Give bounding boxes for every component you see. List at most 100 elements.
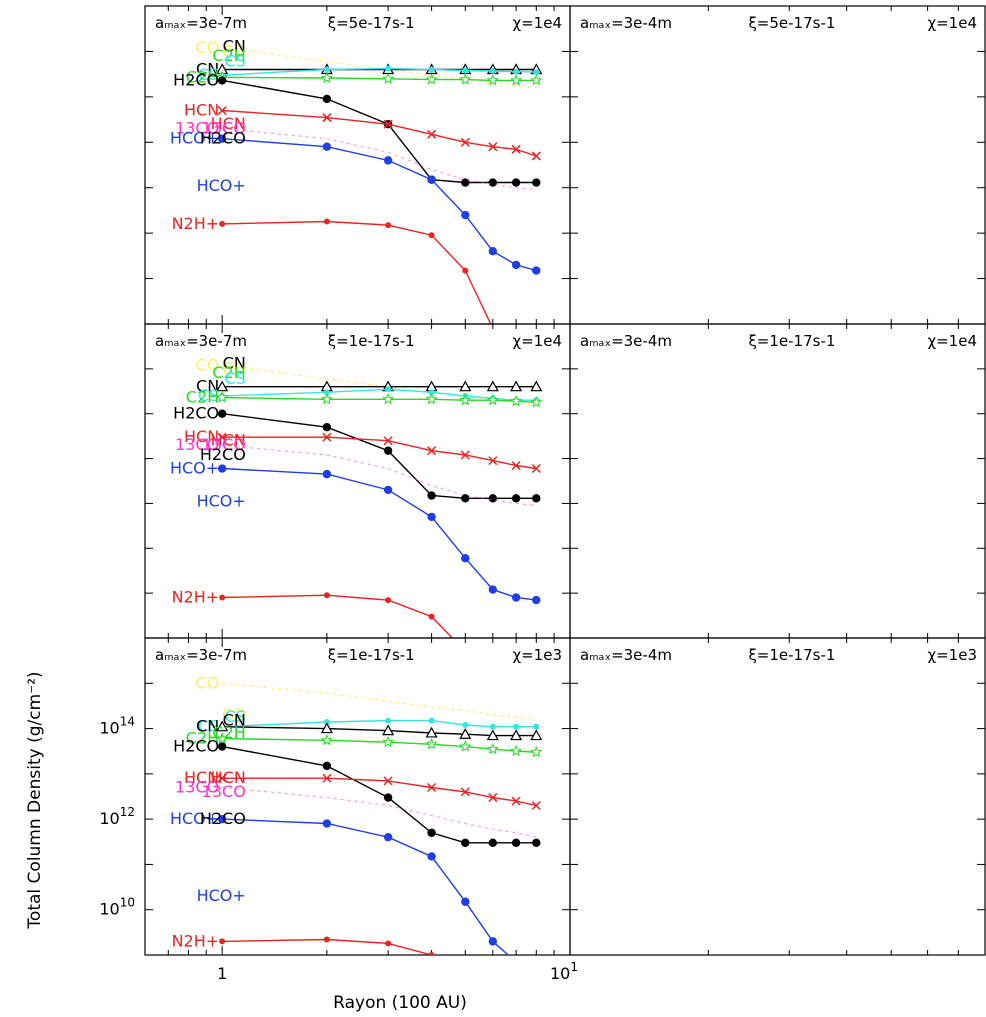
series-c2h-point: [427, 75, 437, 84]
series-h2co-point: [495, 852, 503, 860]
series-hcoplus-line: [222, 469, 536, 601]
panels: aₘₐₓ=3e-7m ξ=5e-17s-1 χ=1e4COCNCSC2HH2COHC…: [99, 6, 985, 1017]
series-n2hplus-point: [429, 614, 435, 620]
series-hcoplus-point: [521, 596, 529, 604]
panel-middle-right: aₘₐₓ=3e-4m ξ=1e-17s-1 χ=1e4COCNC2HCSHCN13C…: [197, 324, 985, 638]
series-hcoplus-point: [532, 596, 540, 604]
series-13co-line: [249, 129, 526, 247]
series-n2hplus-point: [219, 594, 225, 600]
series-c2h-point: [511, 75, 521, 84]
series-n2hplus-point: [462, 268, 468, 274]
series-c2h-point: [488, 395, 498, 404]
series-hcn-point: [495, 884, 503, 892]
series-cs-point: [327, 713, 333, 719]
series-h2co-point: [461, 839, 469, 847]
panel-header: aₘₐₓ=3e-7m ξ=1e-17s-1 χ=1e3: [155, 646, 562, 664]
series-h2co-point: [245, 815, 253, 823]
series-h2co-label: H2CO: [173, 404, 219, 423]
series-cs-point: [522, 728, 528, 734]
series-n2hplus-point: [324, 936, 330, 942]
panel-header: aₘₐₓ=3e-7m ξ=1e-17s-1 χ=1e4: [155, 332, 562, 350]
series-cs-point: [465, 94, 471, 100]
series-h2co-label: H2CO: [173, 70, 219, 89]
series-hcoplus-point: [384, 833, 392, 841]
series-h2co-point: [218, 410, 226, 418]
series-hcoplus-point: [512, 958, 520, 966]
panel-frame: [570, 638, 985, 955]
series-cs-point: [462, 722, 468, 728]
series-h2co-point: [521, 581, 529, 589]
series-c2h-point: [325, 368, 335, 377]
panel-frame: [570, 6, 985, 324]
series-c2h-point: [461, 742, 471, 751]
series-cn-point: [382, 43, 392, 52]
series-hcoplus-point: [384, 156, 392, 164]
series-h2co-point: [323, 95, 331, 103]
series-hcn-point: [532, 152, 540, 160]
y-tick-label: 1010: [99, 896, 135, 919]
series-c2h-point: [532, 747, 542, 756]
series-n2hplus-point: [219, 221, 225, 227]
y-axis-label: Total Column Density (g/cm⁻²): [25, 671, 45, 929]
series-h2co-point: [521, 874, 529, 882]
series-hcoplus-point: [532, 969, 540, 977]
series-n2hplus-line: [222, 595, 536, 683]
series-h2co-point: [384, 446, 392, 454]
amax-label: aₘₐₓ=3e-4m: [580, 14, 672, 32]
series-hcoplus-point: [461, 898, 469, 906]
series-group: [217, 48, 541, 351]
chi-label: χ=1e4: [927, 332, 977, 350]
series-c2h-point: [532, 75, 542, 84]
series-hcoplus-label: HCO+: [197, 886, 246, 905]
xi-label: ξ=5e-17s-1: [328, 14, 415, 32]
panel-header: aₘₐₓ=3e-4m ξ=1e-17s-1 χ=1e4: [580, 332, 977, 350]
series-n2hplus-point: [490, 666, 496, 672]
series-c2h-label: C2H: [212, 723, 245, 742]
series-hcoplus-line: [249, 502, 526, 600]
series-13co-line: [249, 792, 526, 865]
series-n2hplus-label: N2H+: [172, 587, 220, 606]
series-hcoplus-point: [427, 852, 435, 860]
series-h2co-point: [489, 839, 497, 847]
series-c2h-point: [521, 404, 531, 413]
series-cs-point: [385, 718, 391, 724]
series-c2h-point: [383, 737, 393, 746]
series-13co-line: [222, 788, 536, 838]
series-hcn-line: [222, 111, 536, 157]
series-h2co-point: [532, 839, 540, 847]
chi-label: χ=1e3: [512, 646, 562, 664]
series-c2h-point: [383, 74, 393, 83]
series-h2co-point: [512, 494, 520, 502]
series-hcn-point: [245, 437, 253, 445]
series-cs-point: [533, 724, 539, 730]
series-n2hplus-point: [429, 952, 435, 958]
series-h2co-label: H2CO: [200, 129, 246, 148]
series-cn-point: [427, 366, 437, 375]
series-n2hplus-label: N2H+: [172, 214, 220, 233]
series-n2hplus-point: [429, 232, 435, 238]
xi-label: ξ=1e-17s-1: [328, 332, 415, 350]
series-cs-point: [385, 386, 391, 392]
series-h2co-point: [495, 571, 503, 579]
series-cn-line: [222, 727, 536, 736]
series-c2h-point: [461, 75, 471, 84]
series-hcn-line: [249, 441, 526, 598]
series-hcn-point: [464, 253, 472, 261]
series-cs-point: [462, 68, 468, 74]
series-hcoplus-point: [218, 464, 226, 472]
series-hcoplus-point: [323, 142, 331, 150]
xi-label: ξ=1e-17s-1: [748, 646, 835, 664]
series-c2h-point: [322, 73, 332, 82]
series-h2co-point: [427, 211, 435, 219]
series-n2hplus-point: [462, 979, 468, 985]
series-h2co-label: H2CO: [200, 809, 246, 828]
series-h2co-point: [218, 742, 226, 750]
series-hcoplus-point: [326, 186, 334, 194]
chi-label: χ=1e4: [512, 14, 562, 32]
series-hcoplus-point: [427, 176, 435, 184]
chi-label: χ=1e4: [512, 332, 562, 350]
series-c2h-point: [488, 744, 498, 753]
series-cs-point: [490, 68, 496, 74]
amax-label: aₘₐₓ=3e-4m: [580, 646, 672, 664]
series-hcoplus-point: [495, 276, 503, 284]
